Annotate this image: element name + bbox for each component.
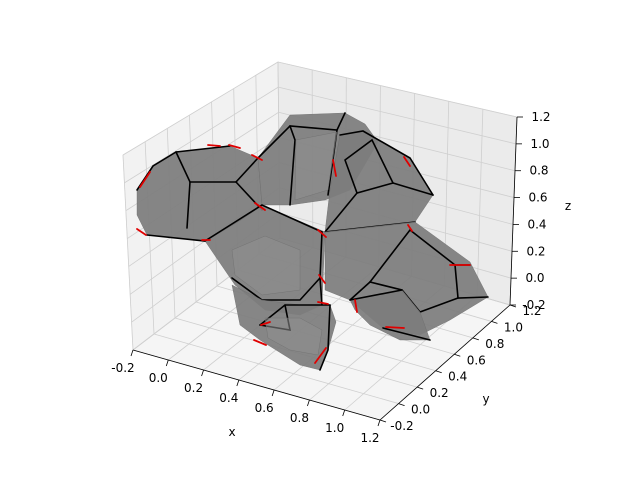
x-tick-label: 1.0: [325, 421, 344, 435]
z-grid-line: [277, 61, 518, 118]
y-grid-line: [153, 333, 399, 404]
cell-top-inner: [294, 131, 338, 201]
cell-left-ridge: [175, 151, 259, 183]
y-tick-label: 0.8: [485, 337, 504, 351]
z-grid-line: [124, 86, 279, 184]
z-axis-line: [509, 116, 518, 306]
cell-left-ridge: [186, 181, 191, 229]
highlight-edge: [314, 347, 327, 364]
highlight-edge: [254, 202, 266, 211]
highlight-edge: [385, 326, 405, 329]
x-tick: [130, 349, 134, 357]
highlight-edge: [253, 339, 267, 346]
y-tick: [379, 419, 387, 423]
cell-top-ridge: [289, 125, 296, 206]
highlight-edge: [318, 274, 326, 284]
y-tick-label: 1.0: [504, 320, 523, 334]
y-tick-label: 0.2: [430, 386, 449, 400]
x-tick-label: 1.2: [360, 431, 379, 445]
z-tick-label: 0.0: [525, 271, 544, 285]
z-tick-label: 0.8: [529, 164, 548, 178]
highlight-edge: [317, 301, 329, 305]
z-grid-line: [122, 61, 279, 156]
y-tick: [398, 403, 405, 406]
x-tick-label: 0.4: [219, 391, 238, 405]
cell-center-ridge: [204, 204, 323, 242]
axis-ticks: -0.20.00.20.40.60.81.01.2-0.20.00.20.40.…: [111, 110, 550, 445]
y-tick-label: 0.6: [467, 353, 486, 367]
y-tick: [472, 337, 479, 341]
x-axis-line: [132, 349, 381, 421]
highlight-edge: [228, 144, 241, 149]
cell-bottom: [231, 284, 337, 371]
cell-bottom-ridge: [319, 304, 331, 371]
z-tick-label: 0.4: [527, 217, 546, 231]
x-tick: [165, 359, 169, 367]
highlight-edge: [260, 321, 271, 326]
cell-right-ridge: [419, 297, 459, 313]
z-grid-line: [278, 86, 517, 145]
x-tick: [201, 369, 204, 377]
z-tick-label: -0.2: [522, 298, 545, 312]
y-axis-label: y: [482, 392, 489, 406]
y-tick: [491, 321, 498, 324]
z-tick-label: 0.2: [526, 244, 545, 258]
y-axis-line: [379, 304, 511, 421]
y-tick: [417, 386, 424, 390]
z-tick-label: 0.6: [528, 191, 547, 205]
x-tick-label: 0.8: [290, 411, 309, 425]
cell-top-ridge: [257, 112, 346, 159]
cell-upper-right-ridge: [339, 130, 434, 196]
x-tick: [307, 399, 310, 407]
y-tick-label: 0.0: [411, 403, 430, 417]
y-tick: [454, 353, 461, 357]
y-tick-label: 1.2: [522, 304, 541, 318]
cell-bottom-right-ridge: [382, 327, 431, 341]
highlight-edge: [317, 229, 327, 238]
cell-center: [204, 204, 326, 316]
highlight-edge: [207, 144, 221, 147]
cell-bottom-right-ridge: [349, 289, 403, 301]
highlight-edge: [136, 228, 147, 236]
x-tick: [342, 409, 346, 417]
x-tick: [236, 379, 240, 387]
cell-bottom-right: [349, 289, 431, 341]
highlight-edges: [136, 144, 471, 364]
y-tick-label: 0.4: [448, 370, 467, 384]
x-axis-label: x: [228, 425, 235, 439]
x-tick: [271, 389, 275, 397]
y-grid-line: [122, 154, 134, 351]
x-tick-label: -0.2: [111, 361, 134, 375]
x-tick-label: 0.2: [184, 381, 203, 395]
cell-center-inner: [231, 235, 301, 296]
z-tick-label: 1.0: [530, 137, 549, 151]
highlight-edge: [332, 159, 337, 177]
cell-upper-right-ridge: [324, 192, 358, 233]
highlight-edge: [354, 299, 358, 313]
x-tick-label: 0.0: [149, 371, 168, 385]
x-tick: [377, 419, 381, 427]
cell-center-ridge: [231, 277, 321, 301]
y-grid-line: [144, 141, 155, 335]
cell-right-ridge: [349, 281, 371, 301]
polyhedra: [136, 112, 489, 371]
highlight-edge: [139, 171, 151, 188]
highlight-edge: [251, 154, 263, 161]
cell-upper-right-ridge: [392, 182, 434, 196]
x-grid-line: [476, 109, 484, 296]
cell-bottom-inner: [264, 317, 323, 356]
z-axis-label: z: [565, 199, 571, 213]
x-tick-label: 0.6: [255, 401, 274, 415]
z-tick-label: 1.2: [531, 110, 550, 124]
y-tick: [435, 370, 442, 374]
highlight-edge: [407, 224, 413, 232]
highlight-edge: [403, 156, 411, 167]
y-tick-label: -0.2: [390, 419, 413, 433]
